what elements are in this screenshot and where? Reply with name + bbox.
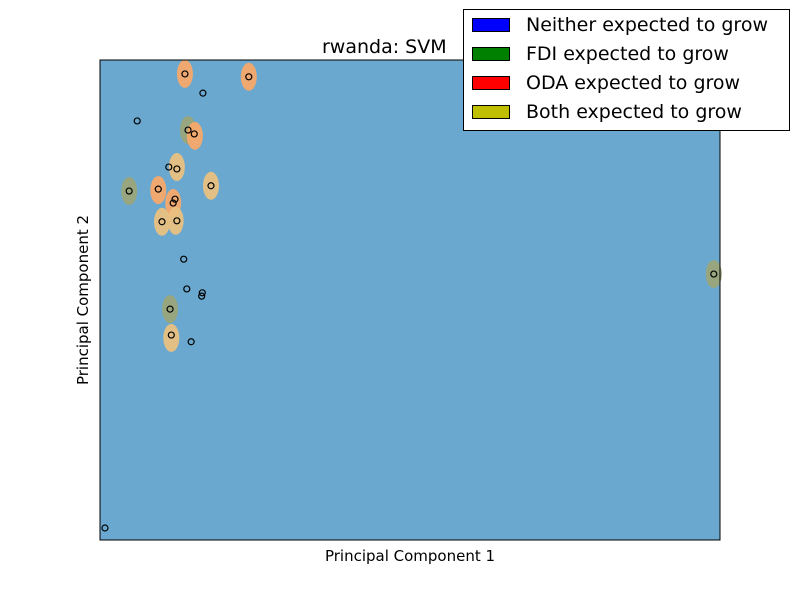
- data-point-14: [173, 217, 181, 225]
- decision-region-4: [168, 153, 185, 182]
- data-point-0: [181, 70, 189, 78]
- plot-area: [100, 60, 720, 540]
- legend-label-fdi: FDI expected to grow: [526, 43, 729, 65]
- legend-item-fdi: FDI expected to grow: [472, 43, 729, 65]
- data-point-5: [190, 130, 198, 138]
- y-axis-label: Principal Component 2: [74, 215, 92, 385]
- data-point-6: [165, 163, 173, 171]
- data-point-18: [198, 292, 206, 300]
- data-point-19: [166, 305, 174, 313]
- decision-region-5: [121, 177, 138, 206]
- data-point-11: [171, 195, 179, 203]
- legend-swatch-fdi: [472, 47, 510, 61]
- legend-item-both: Both expected to grow: [472, 101, 742, 123]
- data-points: [101, 70, 718, 532]
- data-point-12: [169, 199, 177, 207]
- decision-region-6: [150, 176, 167, 205]
- data-point-7: [173, 165, 181, 173]
- decision-region-0: [176, 59, 193, 88]
- data-point-15: [180, 255, 188, 263]
- data-point-23: [101, 524, 109, 532]
- data-point-10: [154, 185, 162, 193]
- chart-title: rwanda: SVM: [322, 36, 447, 58]
- legend-label-oda: ODA expected to grow: [526, 72, 741, 94]
- data-point-1: [245, 73, 253, 81]
- decision-region-12: [162, 295, 179, 324]
- decision-region-8: [202, 171, 219, 200]
- decision-region-11: [705, 260, 722, 289]
- decision-region-1: [240, 62, 257, 91]
- decision-region-10: [167, 206, 184, 235]
- data-point-4: [184, 126, 192, 134]
- legend-swatch-neither: [472, 18, 510, 32]
- data-point-16: [183, 285, 191, 293]
- plot-frame: [99, 59, 721, 541]
- legend-swatch-oda: [472, 76, 510, 90]
- legend-swatch-both: [472, 105, 510, 119]
- legend-item-oda: ODA expected to grow: [472, 72, 740, 94]
- decision-region-9: [154, 207, 170, 236]
- data-point-13: [158, 218, 166, 226]
- legend-label-neither: Neither expected to grow: [526, 14, 768, 36]
- legend: Neither expected to grow FDI expected to…: [463, 9, 790, 131]
- decision-regions: [121, 59, 722, 352]
- legend-label-both: Both expected to grow: [526, 101, 742, 123]
- x-axis-label: Principal Component 1: [325, 547, 495, 565]
- data-point-3: [133, 117, 141, 125]
- legend-item-neither: Neither expected to grow: [472, 14, 768, 36]
- data-point-8: [207, 182, 215, 190]
- data-point-2: [199, 89, 207, 97]
- data-point-21: [187, 338, 195, 346]
- decision-region-3: [186, 121, 203, 150]
- data-point-22: [710, 270, 718, 278]
- data-point-17: [198, 289, 206, 297]
- data-point-20: [167, 331, 175, 339]
- data-point-9: [125, 187, 133, 195]
